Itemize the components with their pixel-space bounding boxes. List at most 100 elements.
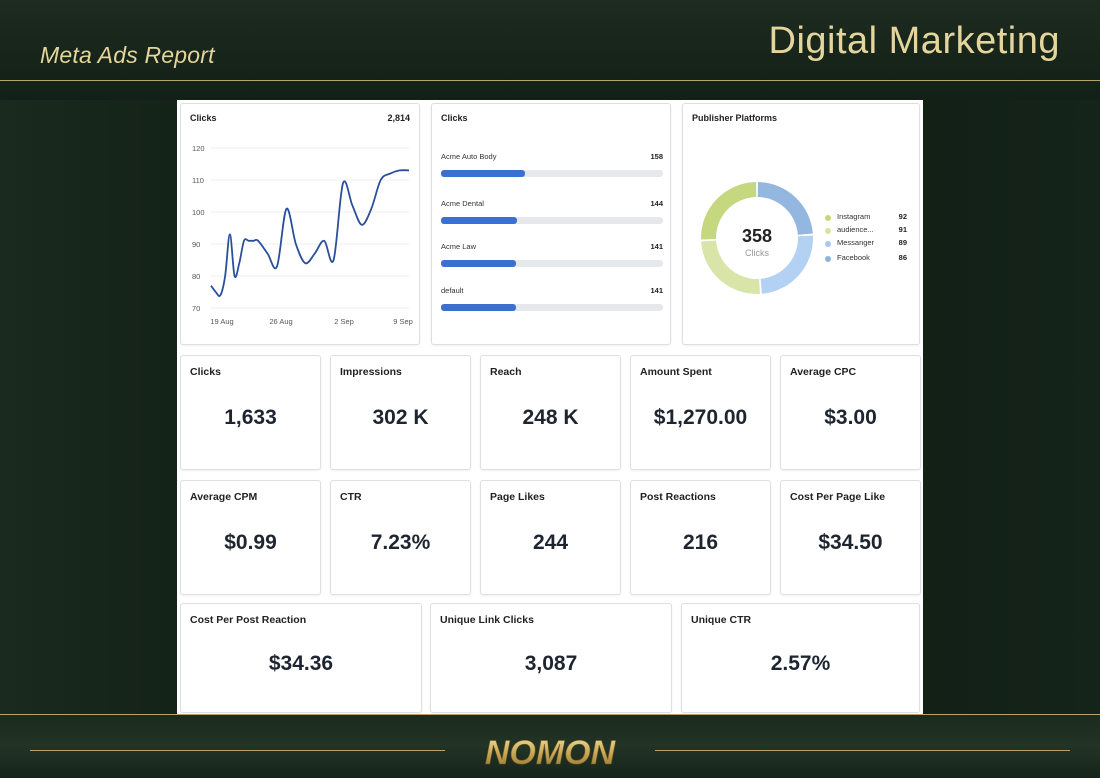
legend-label: Messanger xyxy=(837,238,875,247)
metric-card: Clicks 1,633 xyxy=(180,355,321,470)
metric-card: Reach 248 K xyxy=(480,355,621,470)
donut-chart-title: Publisher Platforms xyxy=(692,113,778,123)
metric-value: 1,633 xyxy=(224,406,277,429)
footer-background xyxy=(0,714,1100,778)
legend-swatch xyxy=(825,215,831,221)
metric-value: $0.99 xyxy=(224,531,277,554)
bar-fill xyxy=(441,170,525,177)
legend-value: 92 xyxy=(898,212,907,221)
x-tick-label: 26 Aug xyxy=(269,317,292,326)
donut-slice xyxy=(760,235,813,294)
legend-item: audience... 91 xyxy=(825,225,907,237)
metric-card: Average CPM $0.99 xyxy=(180,480,321,595)
y-tick-label: 100 xyxy=(192,208,205,217)
bar-fill xyxy=(441,304,516,311)
dashboard-panel: Clicks 2,814 120 110 100 90 80 70 19 Aug 26 Aug… xyxy=(177,100,923,714)
bar-fill xyxy=(441,260,516,267)
y-tick-label: 70 xyxy=(192,304,200,313)
y-tick-label: 90 xyxy=(192,240,200,249)
legend-label: audience... xyxy=(837,225,874,234)
donut-slice xyxy=(701,240,760,294)
metric-label: Impressions xyxy=(340,366,402,378)
bar-chart-title: Clicks xyxy=(441,113,468,123)
donut-center-label: Clicks xyxy=(745,248,769,258)
metric-label: Page Likes xyxy=(490,491,545,503)
section-title: Digital Marketing xyxy=(768,20,1060,62)
metric-value: 216 xyxy=(682,531,719,554)
metric-label: Amount Spent xyxy=(640,366,712,378)
legend-swatch xyxy=(825,228,831,234)
metric-value: 7.23% xyxy=(370,531,431,554)
line-chart-title: Clicks xyxy=(190,113,217,123)
footer-divider-right xyxy=(655,750,1070,751)
legend-swatch xyxy=(825,241,831,247)
bar-category-label: Acme Dental xyxy=(441,199,484,208)
x-tick-label: 2 Sep xyxy=(334,317,354,326)
bar-value-label: 141 xyxy=(650,242,663,251)
legend-item: Instagram 92 xyxy=(825,212,907,224)
metric-label: Unique Link Clicks xyxy=(440,614,534,626)
donut-slice xyxy=(757,182,813,235)
legend-value: 91 xyxy=(898,225,907,234)
publisher-platforms-card: Publisher Platforms 358 Clicks Instagram… xyxy=(682,103,920,345)
metric-label: Cost Per Page Like xyxy=(790,491,886,503)
legend-label: Instagram xyxy=(837,212,871,221)
bar-category-label: Acme Auto Body xyxy=(441,152,497,161)
metric-label: CTR xyxy=(340,491,362,503)
bar-track xyxy=(441,304,663,311)
report-title: Meta Ads Report xyxy=(40,42,215,68)
metric-value: 302 K xyxy=(372,406,429,429)
x-tick-label: 9 Sep xyxy=(393,317,413,326)
clicks-line-chart: 120 110 100 90 80 70 19 Aug 26 Aug 2 Sep 9 Sep xyxy=(192,144,413,326)
bar-track xyxy=(441,217,663,224)
metric-label: Clicks xyxy=(190,366,221,378)
bar-row: default 141 xyxy=(441,286,663,316)
metric-card: Post Reactions 216 xyxy=(630,480,771,595)
metric-card: Page Likes 244 xyxy=(480,480,621,595)
metric-label: Reach xyxy=(490,366,522,378)
bar-value-label: 158 xyxy=(650,152,663,161)
donut-center-value: 358 xyxy=(741,226,773,246)
metric-value: 2.57% xyxy=(770,652,831,675)
bar-category-label: Acme Law xyxy=(441,242,477,251)
clicks-series-line xyxy=(210,169,410,297)
metric-value: $3.00 xyxy=(824,406,877,429)
donut-slice xyxy=(701,182,757,240)
legend-item: Messanger 89 xyxy=(825,238,907,250)
y-tick-label: 110 xyxy=(192,176,204,185)
metric-card: CTR 7.23% xyxy=(330,480,471,595)
metric-label: Cost Per Post Reaction xyxy=(190,614,307,626)
bar-value-label: 144 xyxy=(650,199,663,208)
metric-card: Unique CTR 2.57% xyxy=(681,603,920,713)
metric-value: 244 xyxy=(532,531,569,554)
metric-value: $34.36 xyxy=(268,652,334,675)
publisher-donut-chart xyxy=(701,182,813,294)
clicks-bar-card: Clicks Acme Auto Body 158 Acme Dental 144 Ac… xyxy=(431,103,671,345)
logo-wordmark: NOMON xyxy=(485,734,617,772)
header-background xyxy=(0,0,1100,100)
bar-track xyxy=(441,260,663,267)
metric-value: $34.50 xyxy=(818,531,883,554)
legend-value: 86 xyxy=(898,253,907,262)
metric-card: Cost Per Page Like $34.50 xyxy=(780,480,921,595)
metric-value: 3,087 xyxy=(524,652,578,675)
legend-value: 89 xyxy=(898,238,907,247)
bar-category-label: default xyxy=(441,286,464,295)
legend-item: Facebook 86 xyxy=(825,253,907,265)
metric-value: 248 K xyxy=(522,406,579,429)
metric-card: Impressions 302 K xyxy=(330,355,471,470)
metric-label: Post Reactions xyxy=(640,491,716,503)
metric-card: Amount Spent $1,270.00 xyxy=(630,355,771,470)
x-tick-label: 19 Aug xyxy=(210,317,233,326)
metric-card: Cost Per Post Reaction $34.36 xyxy=(180,603,422,713)
metric-card: Unique Link Clicks 3,087 xyxy=(430,603,672,713)
bar-row: Acme Dental 144 xyxy=(441,199,663,229)
nomon-logo: NOMON xyxy=(485,734,617,772)
clicks-line-card: Clicks 2,814 120 110 100 90 80 70 19 Aug 26 Aug… xyxy=(180,103,420,345)
bar-row: Acme Law 141 xyxy=(441,242,663,272)
bar-fill xyxy=(441,217,518,224)
metric-label: Unique CTR xyxy=(691,614,752,626)
metric-label: Average CPC xyxy=(790,366,857,378)
y-tick-label: 120 xyxy=(192,144,205,153)
legend-swatch xyxy=(825,256,831,262)
